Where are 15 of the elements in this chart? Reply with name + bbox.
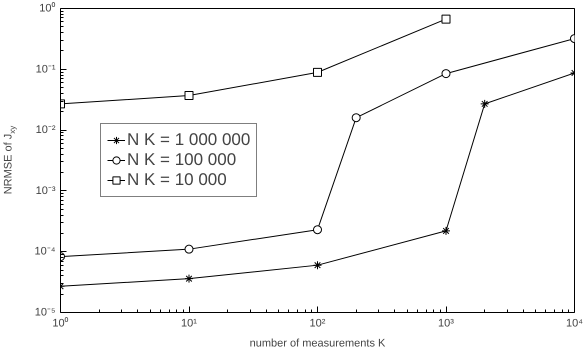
y-tick-label: 10⁻⁵ — [34, 306, 56, 318]
legend-label: N K = 100 000 — [127, 150, 236, 170]
y-tick-label: 10⁻¹ — [36, 63, 56, 76]
y-tick-label: 10⁻³ — [36, 184, 56, 197]
x-tick-label: 10² — [310, 318, 326, 330]
legend-label: N K = 1 000 000 — [127, 130, 250, 150]
x-tick-label: 10¹ — [181, 318, 198, 330]
x-tick-label: 10⁰ — [52, 316, 69, 330]
y-tick-label: 10⁻⁴ — [34, 246, 56, 258]
x-axis-title: number of measurements K — [250, 338, 386, 350]
legend-label: N K = 10 000 — [127, 170, 227, 190]
x-tick-label: 10³ — [438, 318, 454, 330]
y-tick-label: 10⁻² — [36, 124, 56, 136]
x-tick-label: 10⁴ — [566, 318, 584, 330]
y-tick-label: 10⁰ — [39, 2, 56, 14]
